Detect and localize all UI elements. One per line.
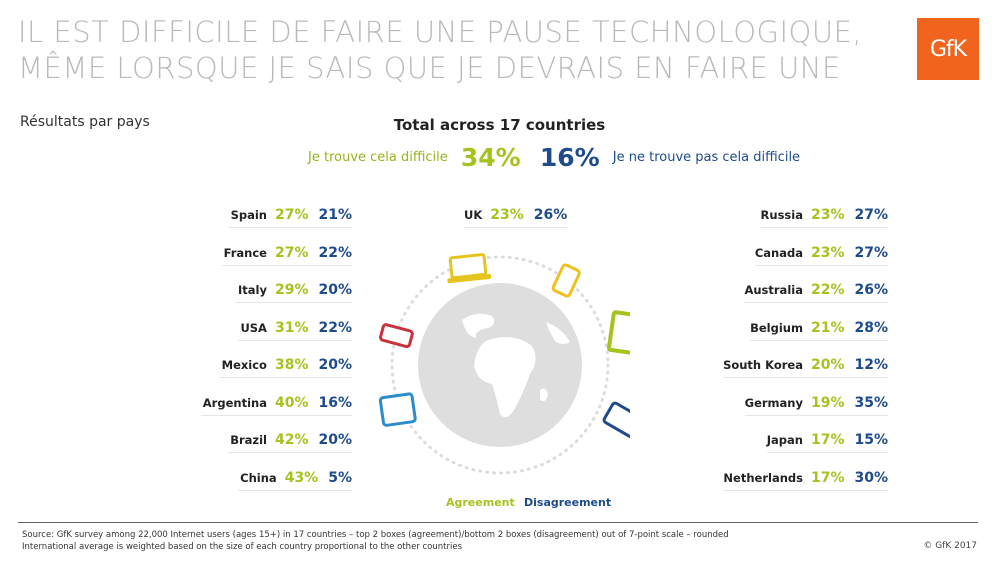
agreement-value: 31%: [274, 319, 309, 336]
total-disagreement-value: 16%: [539, 143, 600, 172]
disagreement-value: 20%: [318, 432, 352, 448]
tablet-icon: [378, 392, 417, 427]
disagreement-value: 27%: [854, 207, 888, 223]
country-name: China: [240, 470, 277, 485]
laptop-icon: [447, 253, 492, 284]
disagreement-value: 28%: [854, 319, 888, 336]
country-row-australia: Australia 22% 26%: [744, 280, 888, 303]
europe-shape: [462, 313, 495, 338]
country-name: USA: [240, 320, 267, 335]
agreement-value: 21%: [810, 319, 845, 336]
agreement-value: 27%: [274, 244, 309, 261]
country-name: Canada: [754, 245, 803, 260]
country-name: Spain: [230, 208, 267, 222]
smartphone-icon: [379, 323, 414, 349]
madagascar-shape: [540, 388, 548, 402]
agreement-value: 17%: [810, 432, 845, 448]
disagreement-value: 21%: [318, 207, 352, 223]
country-name: France: [223, 245, 267, 260]
page-title: IL EST DIFFICILE DE FAIRE UNE PAUSE TECH…: [18, 14, 898, 86]
country-row-canada: Canada 23% 27%: [754, 243, 888, 266]
source-line-1: Source: GfK survey among 22,000 Internet…: [22, 530, 729, 540]
agreement-value: 22%: [810, 282, 845, 298]
country-row-france: France 27% 22%: [221, 243, 352, 266]
agreement-value: 23%: [490, 207, 524, 223]
country-row-spain: Spain 27% 21%: [228, 205, 352, 228]
country-row-italy: Italy 29% 20%: [235, 280, 352, 303]
agreement-value: 23%: [810, 244, 845, 261]
total-agreement-label: Je trouve cela difficile: [308, 150, 448, 165]
agreement-value: 19%: [810, 394, 845, 411]
country-name: Russia: [760, 208, 803, 222]
country-row-argentina: Argentina 40% 16%: [200, 393, 352, 416]
title-line-2: MÊME LORSQUE JE SAIS QUE JE DEVRAIS EN F…: [18, 51, 841, 85]
phone-icon: [551, 263, 581, 298]
legend-agreement: Agreement: [446, 496, 515, 509]
total-disagreement-label: Je ne trouve pas cela difficile: [612, 150, 801, 165]
country-row-germany: Germany 19% 35%: [744, 393, 888, 416]
country-row-brazil: Brazil 42% 20%: [228, 430, 352, 453]
disagreement-value: 26%: [854, 282, 888, 298]
country-row-russia: Russia 23% 27%: [760, 205, 888, 228]
country-name: Belgium: [750, 320, 803, 335]
country-row-japan: Japan 17% 15%: [766, 430, 888, 453]
disagreement-value: 30%: [854, 469, 888, 486]
country-row-china: China 43% 5%: [238, 468, 352, 491]
monitor-icon: [606, 310, 630, 356]
country-name: Australia: [744, 283, 803, 297]
chart-title: Total across 17 countries: [393, 116, 606, 134]
country-row-uk: UK 23% 26%: [464, 205, 568, 228]
footer-divider: [18, 522, 978, 523]
country-name: UK: [464, 208, 483, 222]
agreement-value: 27%: [274, 207, 309, 223]
country-name: South Korea: [723, 358, 803, 372]
country-name: Argentina: [202, 395, 267, 410]
source-note: Source: GfK survey among 22,000 Internet…: [22, 529, 729, 553]
subtitle: Résultats par pays: [20, 114, 150, 130]
source-line-2: International average is weighted based …: [22, 542, 462, 552]
copyright: © GfK 2017: [923, 541, 977, 551]
gfk-logo: GfK: [917, 18, 979, 80]
country-name: Germany: [744, 395, 803, 410]
agreement-value: 38%: [274, 357, 309, 373]
disagreement-value: 22%: [318, 319, 352, 336]
country-row-mexico: Mexico 38% 20%: [219, 355, 352, 378]
country-row-belgium: Belgium 21% 28%: [750, 318, 888, 341]
country-name: Japan: [766, 433, 803, 447]
legend-disagreement: Disagreement: [524, 496, 612, 509]
country-row-netherlands: Netherlands 17% 30%: [723, 468, 888, 491]
agreement-value: 29%: [274, 282, 309, 298]
africa-shape: [474, 337, 536, 418]
total-agreement-value: 34%: [460, 143, 521, 172]
asia-shape: [546, 322, 570, 344]
disagreement-value: 5%: [328, 469, 352, 486]
country-name: Mexico: [221, 358, 267, 372]
country-name: Brazil: [230, 433, 267, 447]
globe-illustration: [378, 253, 630, 475]
disagreement-value: 15%: [854, 432, 888, 448]
disagreement-value: 20%: [318, 357, 352, 373]
disagreement-value: 35%: [854, 394, 888, 411]
agreement-value: 20%: [810, 357, 845, 373]
orbit-dots: [390, 255, 610, 475]
disagreement-value: 20%: [318, 282, 352, 298]
country-name: Italy: [237, 283, 267, 297]
agreement-value: 42%: [274, 432, 309, 448]
agreement-value: 17%: [810, 469, 845, 486]
country-name: Netherlands: [723, 470, 803, 485]
agreement-value: 23%: [810, 207, 845, 223]
country-row-usa: USA 31% 22%: [238, 318, 352, 341]
disagreement-value: 16%: [318, 394, 352, 411]
agreement-value: 43%: [284, 469, 319, 486]
total-summary: Je trouve cela difficile 34% 16% Je ne t…: [308, 143, 800, 172]
disagreement-value: 22%: [318, 244, 352, 261]
tablet-blue-icon: [602, 401, 630, 439]
agreement-value: 40%: [274, 394, 309, 411]
disagreement-value: 27%: [854, 244, 888, 261]
disagreement-value: 26%: [533, 207, 568, 223]
country-row-south-korea: South Korea 20% 12%: [723, 355, 888, 378]
title-line-1: IL EST DIFFICILE DE FAIRE UNE PAUSE TECH…: [18, 15, 863, 49]
disagreement-value: 12%: [854, 357, 888, 373]
